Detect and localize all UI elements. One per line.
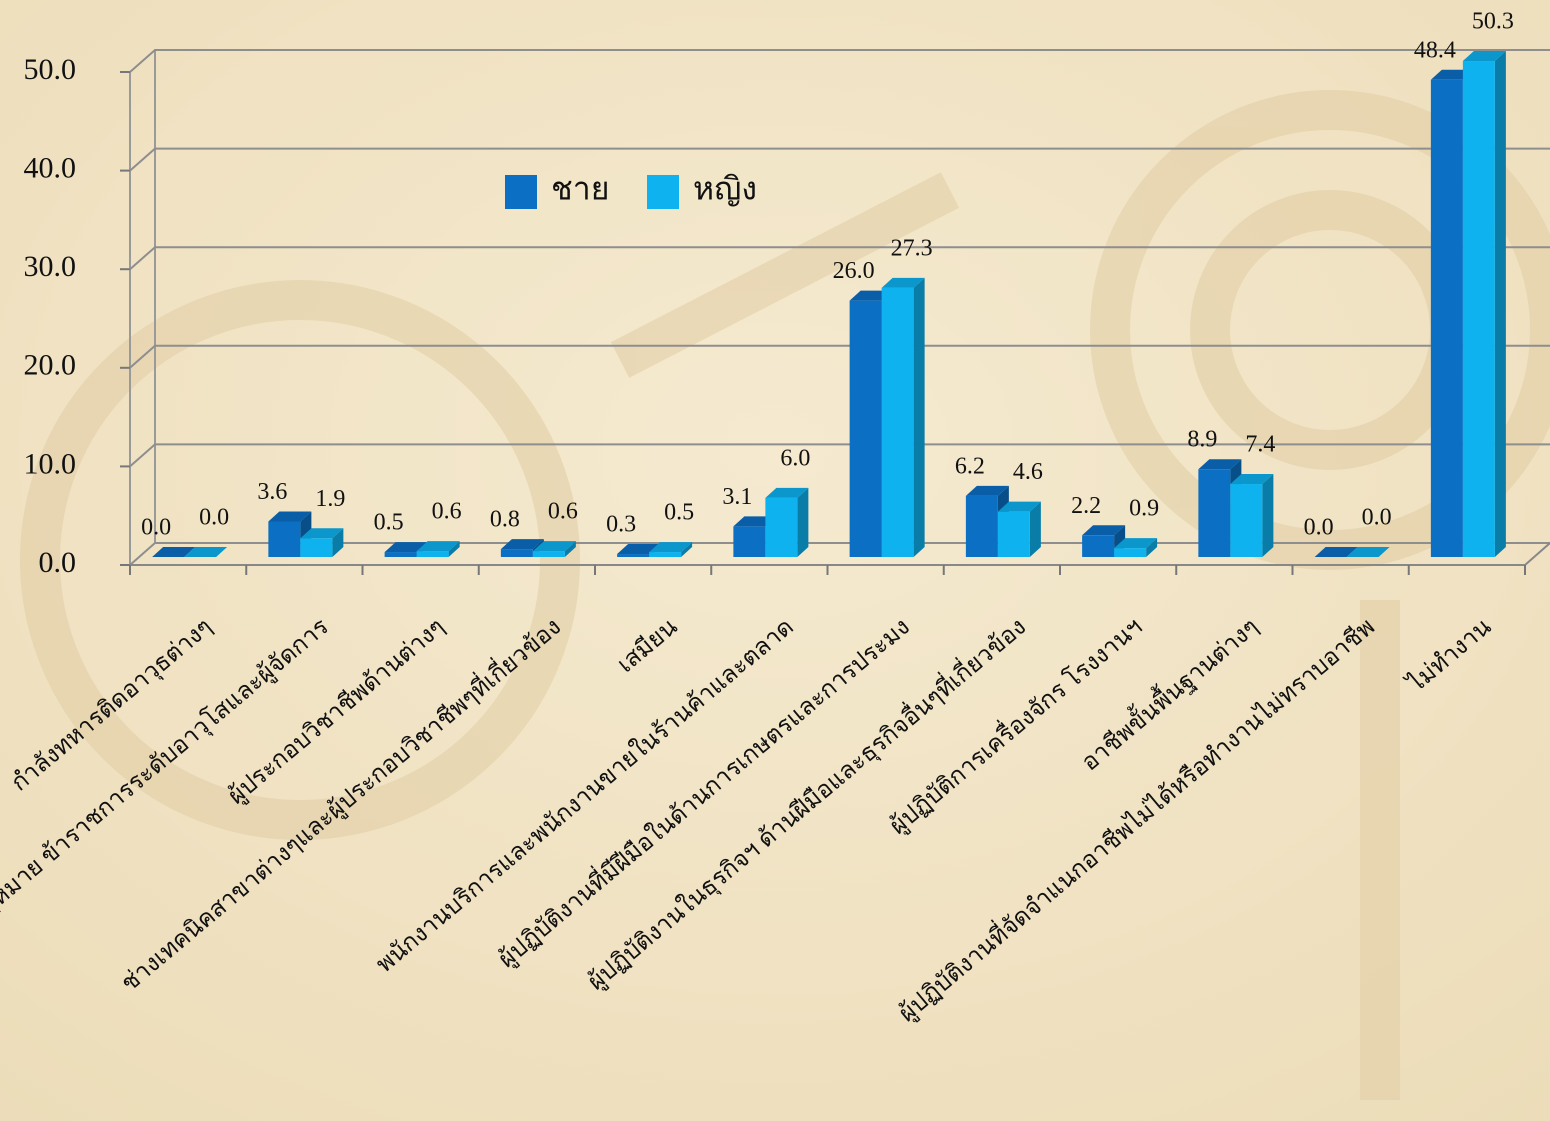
value-label: 0.0	[1362, 505, 1392, 531]
bar-front	[966, 496, 998, 557]
bar-front	[1463, 61, 1495, 557]
legend-swatch	[647, 175, 679, 209]
value-label: 0.0	[141, 515, 171, 541]
y-tick-label: 0.0	[39, 546, 77, 579]
value-label: 2.2	[1071, 493, 1101, 519]
value-label: 0.6	[432, 499, 462, 525]
bar	[765, 488, 808, 557]
value-label: 0.8	[490, 507, 520, 533]
y-tick-label: 10.0	[24, 447, 77, 480]
bar-front	[733, 526, 765, 557]
value-label: 6.2	[955, 453, 985, 479]
value-label: 0.5	[374, 510, 404, 536]
legend-label: ชาย	[551, 170, 609, 206]
value-label: 0.3	[606, 512, 636, 538]
y-tick-label: 30.0	[24, 250, 77, 283]
bar	[1463, 51, 1506, 557]
value-label: 4.6	[1013, 459, 1043, 485]
value-label: 0.5	[664, 500, 694, 526]
value-label: 0.6	[548, 499, 578, 525]
bar-front	[533, 551, 565, 557]
bar-front	[501, 549, 533, 557]
bar-front	[1230, 484, 1262, 557]
value-label: 0.9	[1129, 496, 1159, 522]
bar-front	[1082, 535, 1114, 557]
value-label: 27.3	[891, 235, 933, 261]
bar-front	[649, 552, 681, 557]
bar	[1230, 474, 1273, 557]
y-tick-label: 20.0	[24, 349, 77, 382]
value-label: 6.0	[780, 445, 810, 471]
bar-side	[914, 278, 925, 557]
bar-side	[797, 488, 808, 557]
legend-label: หญิง	[693, 170, 757, 206]
bar-front	[1198, 469, 1230, 557]
value-label: 48.4	[1414, 37, 1456, 63]
y-tick-label: 50.0	[24, 53, 77, 86]
bar-front	[882, 288, 914, 557]
bar-front	[1114, 548, 1146, 557]
bar-front	[765, 498, 797, 557]
bar-front	[268, 522, 300, 557]
bar-front	[1431, 80, 1463, 557]
value-label: 8.9	[1187, 427, 1217, 453]
chart: 0.0 10.0 20.0 30.0 40.0 50.0 0.0 3.6 0.5 0.8 0.3 3.…	[0, 0, 1550, 1121]
bar	[300, 528, 343, 557]
bar-front	[417, 551, 449, 557]
bar	[882, 278, 925, 557]
value-label: 26.0	[833, 258, 875, 284]
value-label: 3.6	[257, 479, 287, 505]
legend-swatch	[505, 175, 537, 209]
value-label: 50.3	[1472, 9, 1514, 35]
bar-front	[300, 538, 332, 557]
value-label: 3.1	[722, 484, 752, 510]
bar	[998, 502, 1041, 557]
bar-front	[850, 301, 882, 557]
bar-front	[385, 552, 417, 557]
value-label: 0.0	[1304, 515, 1334, 541]
bar-side	[1262, 474, 1273, 557]
bar-front	[998, 512, 1030, 557]
value-label: 1.9	[315, 486, 345, 512]
value-label: 0.0	[199, 505, 229, 531]
y-tick-label: 40.0	[24, 151, 77, 184]
bar-side	[1495, 51, 1506, 557]
value-label: 7.4	[1245, 432, 1275, 458]
bar-front	[617, 554, 649, 557]
